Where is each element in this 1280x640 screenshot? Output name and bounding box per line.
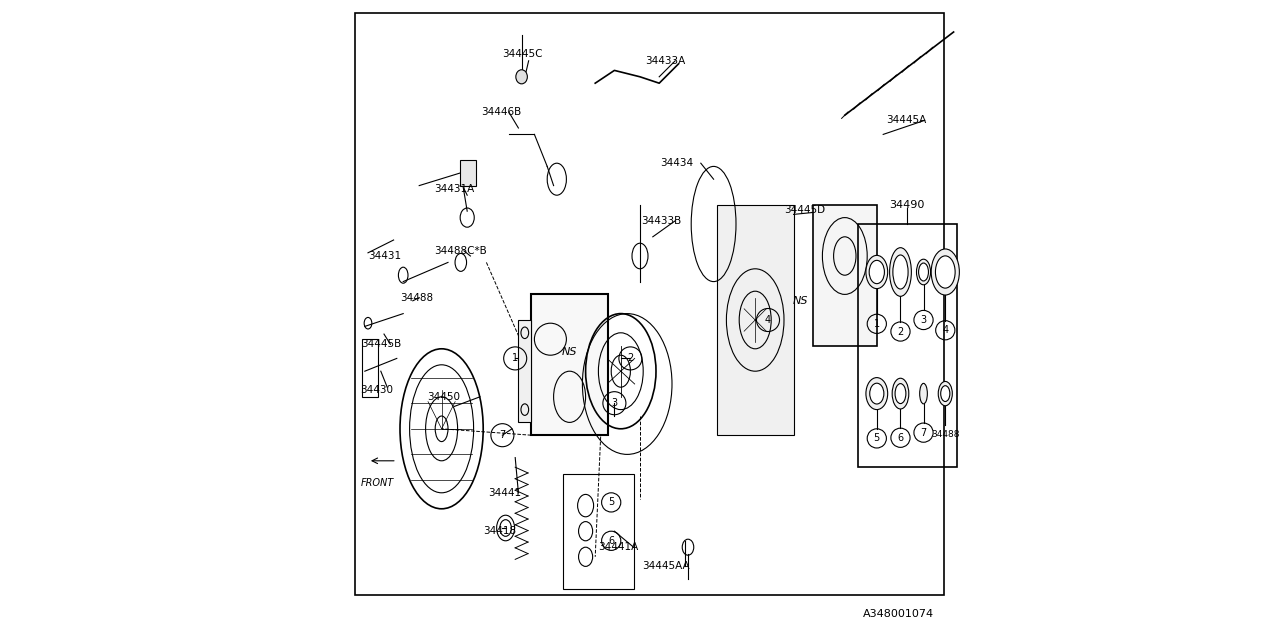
- Text: NS: NS: [562, 347, 577, 357]
- Ellipse shape: [869, 383, 884, 404]
- Text: 2: 2: [627, 353, 634, 364]
- Ellipse shape: [893, 255, 908, 289]
- Bar: [362, 339, 378, 397]
- Text: 34445B: 34445B: [362, 339, 402, 349]
- Text: 6: 6: [897, 433, 904, 443]
- Ellipse shape: [869, 260, 884, 284]
- Ellipse shape: [941, 386, 950, 401]
- Bar: [531, 294, 608, 435]
- Bar: [563, 474, 634, 589]
- Text: 1: 1: [512, 353, 518, 364]
- Ellipse shape: [932, 249, 960, 295]
- Text: 34434: 34434: [660, 158, 694, 168]
- Text: 34488C*B: 34488C*B: [434, 246, 486, 256]
- Text: 34441: 34441: [488, 488, 521, 498]
- Text: 34488: 34488: [399, 292, 433, 303]
- Text: 3: 3: [920, 315, 927, 325]
- Text: 34445AA: 34445AA: [643, 561, 690, 572]
- Text: 3: 3: [612, 398, 617, 408]
- Text: 6: 6: [608, 536, 614, 546]
- Text: 34490: 34490: [890, 200, 925, 210]
- Bar: [518, 320, 531, 422]
- Ellipse shape: [516, 70, 527, 84]
- Text: 7: 7: [499, 430, 506, 440]
- Ellipse shape: [919, 383, 927, 404]
- Text: 7: 7: [920, 428, 927, 438]
- Text: 1: 1: [874, 319, 879, 329]
- Text: 4: 4: [942, 325, 948, 335]
- Text: NS: NS: [792, 296, 808, 306]
- Text: 34441A: 34441A: [599, 542, 639, 552]
- Text: 34446B: 34446B: [481, 107, 521, 117]
- Text: 4: 4: [765, 315, 771, 325]
- Ellipse shape: [890, 248, 911, 296]
- Text: 34431: 34431: [369, 251, 401, 261]
- Bar: [460, 160, 476, 186]
- Text: 34431A: 34431A: [434, 184, 474, 194]
- Text: A348001074: A348001074: [863, 609, 934, 620]
- Text: 2: 2: [897, 326, 904, 337]
- Ellipse shape: [919, 263, 928, 281]
- Text: 34445D: 34445D: [785, 205, 826, 215]
- Text: 34445C: 34445C: [502, 49, 543, 60]
- Bar: [858, 224, 957, 467]
- Text: 5: 5: [608, 497, 614, 508]
- Text: 5: 5: [874, 433, 879, 444]
- Polygon shape: [717, 205, 794, 435]
- Ellipse shape: [865, 378, 888, 410]
- Text: 34433B: 34433B: [641, 216, 681, 226]
- Text: 34445A: 34445A: [886, 115, 927, 125]
- Ellipse shape: [916, 259, 931, 285]
- Ellipse shape: [936, 256, 955, 288]
- Ellipse shape: [865, 255, 888, 289]
- Ellipse shape: [938, 381, 952, 406]
- Text: 34430: 34430: [361, 385, 393, 396]
- Text: 34418: 34418: [484, 526, 516, 536]
- Text: 34433A: 34433A: [645, 56, 685, 66]
- Text: FRONT: FRONT: [361, 478, 394, 488]
- Ellipse shape: [892, 378, 909, 409]
- Text: 34450: 34450: [428, 392, 461, 402]
- Bar: [813, 205, 877, 346]
- Text: 34488: 34488: [931, 430, 960, 439]
- Ellipse shape: [895, 383, 906, 404]
